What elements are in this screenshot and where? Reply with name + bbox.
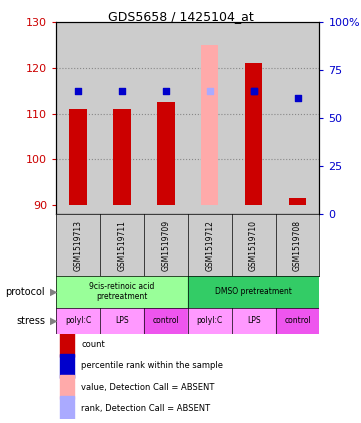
Bar	[60, 333, 74, 357]
Text: ▶: ▶	[51, 316, 58, 326]
Text: protocol: protocol	[5, 287, 45, 297]
Bar	[232, 308, 275, 334]
Point	[295, 94, 300, 101]
Bar	[60, 375, 74, 399]
Bar	[188, 276, 319, 308]
Text: polyI:C: polyI:C	[196, 316, 223, 325]
Bar	[157, 102, 175, 205]
Bar	[275, 22, 319, 214]
Text: polyI:C: polyI:C	[65, 316, 91, 325]
Text: 9cis-retinoic acid
pretreatment: 9cis-retinoic acid pretreatment	[89, 282, 155, 301]
Bar	[60, 396, 74, 420]
Bar	[56, 22, 100, 214]
Text: control: control	[284, 316, 311, 325]
Bar	[100, 22, 144, 214]
Bar	[275, 308, 319, 334]
Text: rank, Detection Call = ABSENT: rank, Detection Call = ABSENT	[81, 404, 210, 413]
Bar	[69, 109, 87, 205]
Text: LPS: LPS	[115, 316, 129, 325]
Point	[75, 88, 81, 94]
Point	[251, 88, 257, 94]
Bar	[188, 22, 232, 214]
Text: GSM1519711: GSM1519711	[117, 220, 126, 271]
Bar	[144, 308, 188, 334]
Text: DMSO pretreatment: DMSO pretreatment	[215, 287, 292, 296]
Text: GDS5658 / 1425104_at: GDS5658 / 1425104_at	[108, 10, 253, 23]
Text: count: count	[81, 340, 105, 349]
Bar	[100, 308, 144, 334]
Text: control: control	[152, 316, 179, 325]
Text: GSM1519712: GSM1519712	[205, 220, 214, 271]
Bar	[113, 109, 131, 205]
Bar	[56, 276, 188, 308]
Text: LPS: LPS	[247, 316, 260, 325]
Bar	[245, 63, 262, 205]
Point	[163, 88, 169, 94]
Bar	[144, 22, 188, 214]
Text: ▶: ▶	[51, 287, 58, 297]
Text: value, Detection Call = ABSENT: value, Detection Call = ABSENT	[81, 382, 214, 392]
Bar	[201, 45, 218, 205]
Bar	[56, 308, 100, 334]
Text: GSM1519710: GSM1519710	[249, 220, 258, 271]
Text: stress: stress	[16, 316, 45, 326]
Text: GSM1519713: GSM1519713	[73, 220, 82, 271]
Point	[251, 88, 257, 94]
Text: GSM1519709: GSM1519709	[161, 220, 170, 271]
Point	[207, 88, 213, 94]
Bar	[289, 198, 306, 205]
Text: percentile rank within the sample: percentile rank within the sample	[81, 361, 223, 371]
Point	[119, 88, 125, 94]
Bar	[60, 354, 74, 378]
Bar	[232, 22, 275, 214]
Bar	[188, 308, 232, 334]
Text: GSM1519708: GSM1519708	[293, 220, 302, 271]
